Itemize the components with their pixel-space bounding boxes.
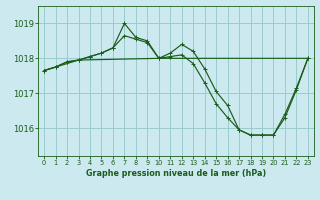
X-axis label: Graphe pression niveau de la mer (hPa): Graphe pression niveau de la mer (hPa)	[86, 169, 266, 178]
